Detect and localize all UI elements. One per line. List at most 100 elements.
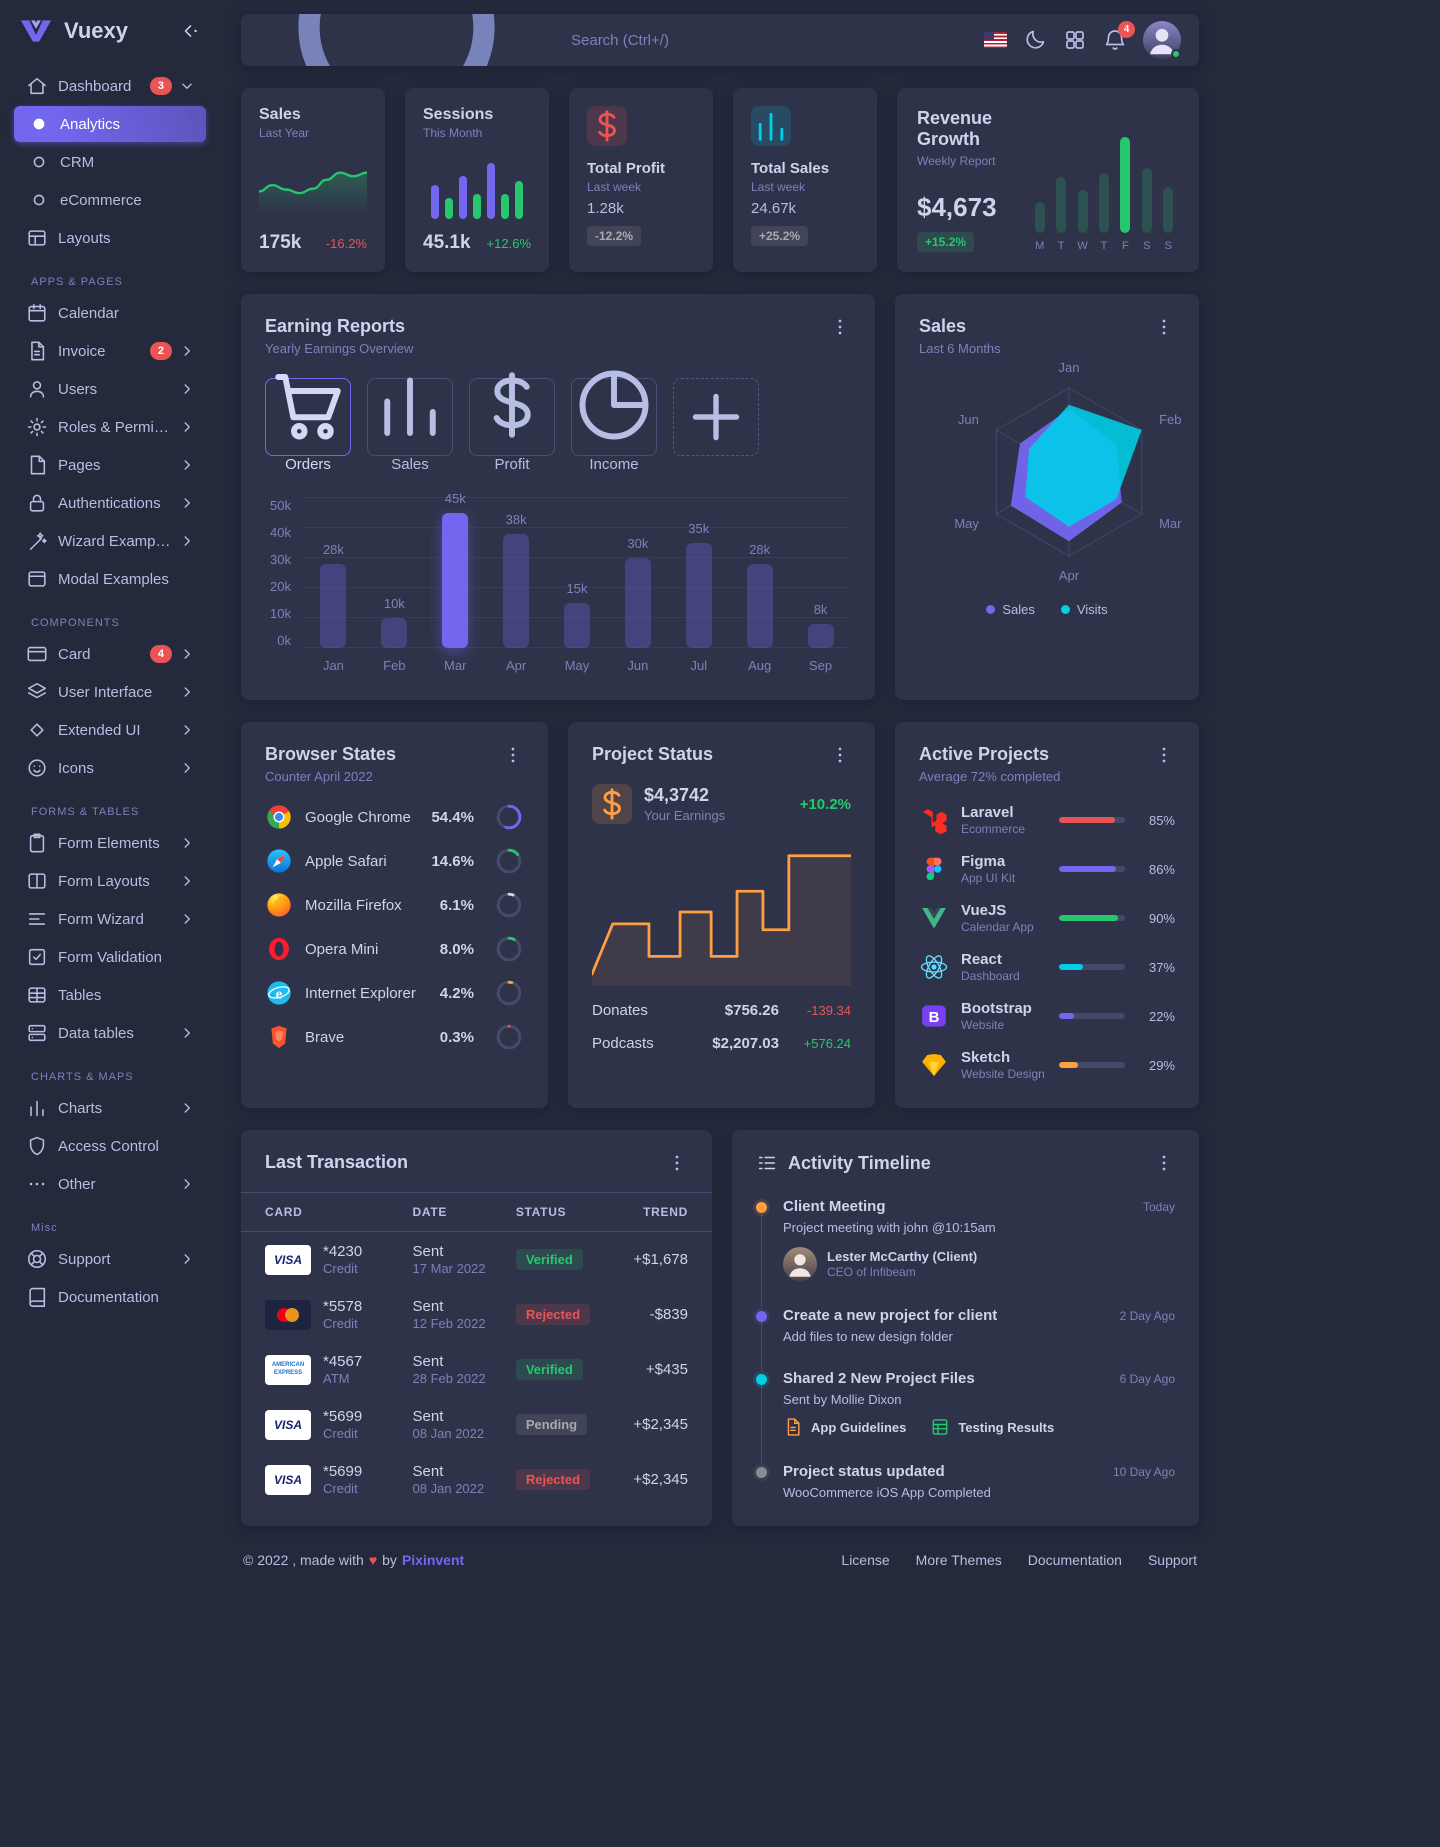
sidebar-item-label: Roles & Permissions: [58, 418, 172, 436]
card-subtitle: Last 6 Months: [919, 341, 1001, 356]
menu-section-heading: FORMS & TABLES: [31, 806, 140, 818]
sidebar-item-wizard-examples[interactable]: Wizard Examples: [14, 523, 206, 559]
sidebar-item-dashboard[interactable]: Dashboard 3: [14, 68, 206, 104]
bootstrap-icon: B: [922, 1005, 946, 1027]
browser-list: Google Chrome 54.4% Apple Safari 14.6% Mozil…: [265, 802, 524, 1052]
user-avatar[interactable]: [1143, 21, 1181, 59]
sidebar-item-form-validation[interactable]: Form Validation: [14, 939, 206, 975]
browser-percent: 54.4%: [431, 808, 474, 826]
file-icon: [31, 341, 45, 361]
card-number: *5699: [323, 1463, 363, 1480]
browser-row-apple-safari: Apple Safari 14.6%: [265, 846, 524, 876]
earning-bar: [685, 543, 712, 648]
project-status-rows: Donates $756.26 -139.34 Podcasts $2,207.03 +5…: [592, 994, 851, 1060]
add-tab-button[interactable]: [673, 378, 759, 456]
sidebar-item-support[interactable]: Support: [14, 1241, 206, 1277]
footer-link-documentation[interactable]: Documentation: [1027, 1552, 1122, 1568]
notifications-bell[interactable]: 4: [1103, 21, 1135, 52]
sidebar-item-icons[interactable]: Icons: [14, 750, 206, 786]
chevron-right-icon: [184, 838, 190, 848]
earning-tab-sales[interactable]: Sales: [367, 377, 453, 473]
dollar-icon: [493, 372, 531, 438]
footer-link-more-themes[interactable]: More Themes: [915, 1552, 1002, 1568]
sidebar-item-analytics[interactable]: Analytics: [14, 106, 206, 142]
grid-icon: [1066, 31, 1084, 49]
sidebar-item-user-interface[interactable]: User Interface: [14, 674, 206, 710]
transaction-direction: Sent: [412, 1298, 444, 1315]
vue-icon: [922, 908, 946, 929]
sidebar-item-users[interactable]: Users: [14, 371, 206, 407]
pixinvent-link[interactable]: Pixinvent: [401, 1552, 465, 1568]
sidebar-item-extended-ui[interactable]: Extended UI: [14, 712, 206, 748]
dollar-icon: [587, 106, 627, 146]
sidebar-item-label: Analytics: [60, 115, 121, 133]
y-tick-label: 20k: [270, 579, 291, 594]
diamond-icon: [30, 723, 44, 737]
card-subtitle: Yearly Earnings Overview: [265, 341, 414, 356]
sidebar-item-data-tables[interactable]: Data tables: [14, 1015, 206, 1051]
earning-report-tabs: Orders Sales Profit Income: [265, 370, 851, 473]
sidebar-item-form-elements[interactable]: Form Elements: [14, 825, 206, 861]
visa-card-logo: VISA: [265, 1244, 311, 1275]
sales-card: Sales Last Year 175k -16.2%: [241, 88, 385, 272]
sidebar-item-other[interactable]: Other: [14, 1166, 206, 1202]
earning-bar-column: 10k Feb: [364, 478, 425, 674]
sidebar-item-form-layouts[interactable]: Form Layouts: [14, 863, 206, 899]
card-options-button[interactable]: [829, 744, 851, 766]
card-title: Project Status: [592, 744, 714, 764]
project-name: Sketch: [961, 1049, 1011, 1066]
attachment-testing-results[interactable]: Testing Results: [930, 1417, 1054, 1437]
footer-link-license[interactable]: License: [841, 1552, 890, 1568]
total-profit-card: Total Profit Last week 1.28k -12.2%: [569, 88, 713, 272]
users-icon: [29, 381, 45, 398]
revenue-bar-column: T: [1050, 177, 1071, 252]
language-flag-us-icon[interactable]: [984, 32, 1007, 48]
project-description: Ecommerce: [961, 822, 1026, 836]
attachment-label: Testing Results: [958, 1419, 1055, 1435]
vuexy-logo-icon: [20, 20, 52, 42]
sidebar-item-roles-permissions[interactable]: Roles & Permissions: [14, 409, 206, 445]
sidebar-item-form-wizard[interactable]: Form Wizard: [14, 901, 206, 937]
sidebar-item-charts[interactable]: Charts: [14, 1090, 206, 1126]
person-avatar: [783, 1247, 817, 1281]
sidebar-item-ecommerce[interactable]: eCommerce: [14, 182, 206, 218]
sidebar-item-layouts[interactable]: Layouts: [14, 220, 206, 256]
earnings-delta: +10.2%: [799, 795, 851, 813]
sidebar-item-documentation[interactable]: Documentation: [14, 1279, 206, 1315]
sidebar-item-crm[interactable]: CRM: [14, 144, 206, 180]
sidebar-item-label: Form Wizard: [58, 910, 144, 928]
earning-tab-orders[interactable]: Orders: [265, 374, 351, 473]
card-options-button[interactable]: [829, 316, 851, 338]
shortcuts-grid-icon[interactable]: [1063, 28, 1087, 52]
search-input[interactable]: [571, 31, 891, 49]
table-row: *5578 Credit Sent 12 Feb 2022 Rejected -$839: [241, 1287, 712, 1342]
sidebar-item-access-control[interactable]: Access Control: [14, 1128, 206, 1164]
total-profit-badge: -12.2%: [587, 226, 642, 246]
sidebar-item-label: User Interface: [58, 683, 153, 701]
card-options-button[interactable]: [1153, 744, 1175, 766]
cart-icon: [275, 374, 341, 440]
sidebar-item-card[interactable]: Card 4: [14, 636, 206, 672]
sidebar-collapse-button[interactable]: [180, 20, 202, 42]
card-subtitle: Weekly Report: [917, 154, 996, 168]
browser-percent: 0.3%: [439, 1028, 474, 1046]
progress-bar: [1059, 1062, 1125, 1068]
sidebar-item-modal-examples[interactable]: Modal Examples: [14, 561, 206, 597]
card-options-button[interactable]: [1153, 1152, 1175, 1174]
sidebar-item-tables[interactable]: Tables: [14, 977, 206, 1013]
card-options-button[interactable]: [502, 744, 524, 766]
sidebar-item-calendar[interactable]: Calendar: [14, 295, 206, 331]
earning-tab-income[interactable]: Income: [571, 370, 657, 473]
sidebar-item-pages[interactable]: Pages: [14, 447, 206, 483]
footer-link-support[interactable]: Support: [1147, 1552, 1197, 1568]
theme-toggle-moon-icon[interactable]: [1023, 28, 1047, 52]
sidebar-item-authentications[interactable]: Authentications: [14, 485, 206, 521]
attachment-app-guidelines[interactable]: App Guidelines: [783, 1417, 906, 1437]
chrome-icon: [267, 805, 291, 829]
browser-percent: 8.0%: [439, 940, 474, 958]
sidebar-item-invoice[interactable]: Invoice 2: [14, 333, 206, 369]
revenue-bar: [1098, 173, 1109, 233]
card-options-button[interactable]: [1153, 316, 1175, 338]
card-options-button[interactable]: [666, 1152, 688, 1174]
earning-tab-profit[interactable]: Profit: [469, 372, 555, 473]
